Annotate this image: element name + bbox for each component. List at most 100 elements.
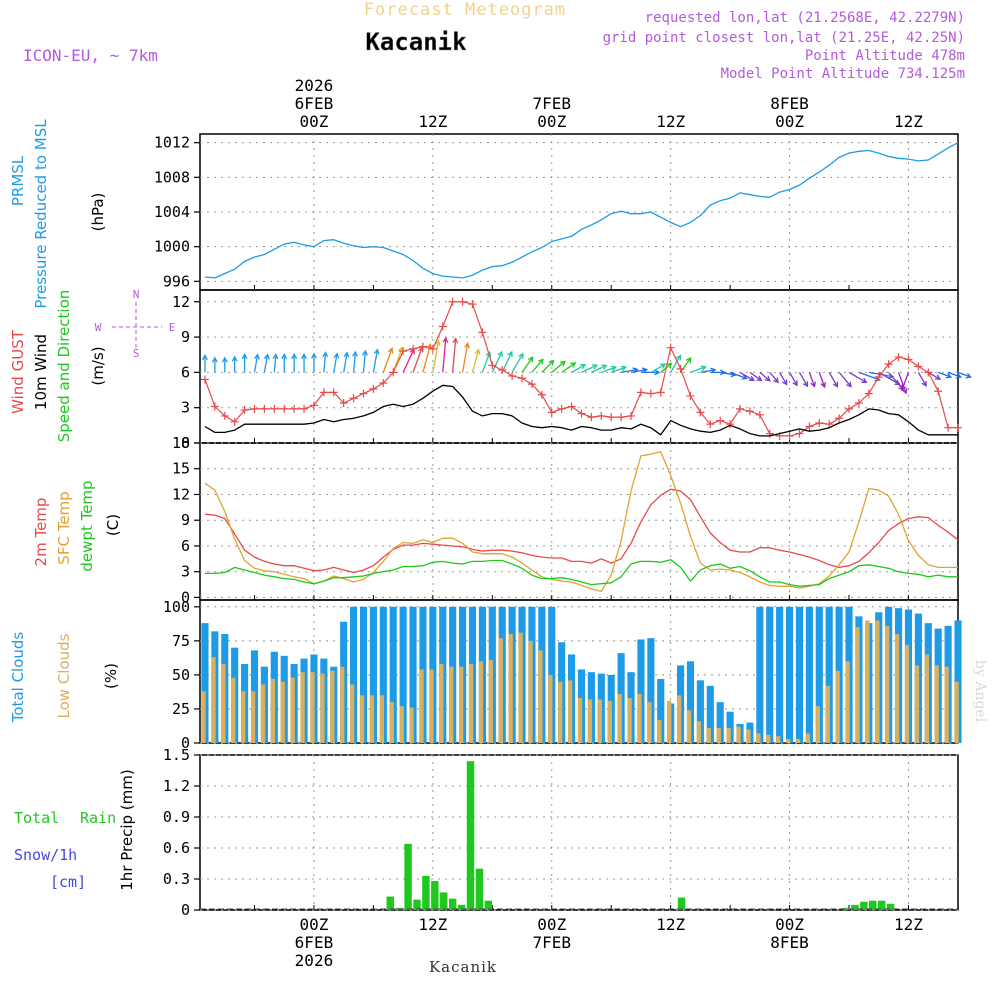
wind-arrowhead bbox=[685, 356, 692, 364]
low-cloud-bar bbox=[795, 738, 801, 743]
precip-bar bbox=[886, 903, 895, 910]
low-cloud-bar bbox=[805, 733, 811, 743]
footer-location: Kacanik bbox=[429, 958, 497, 976]
point-altitude: Point Altitude 478m bbox=[805, 48, 965, 64]
low-cloud-bar bbox=[508, 634, 513, 743]
wind-arrowhead bbox=[965, 372, 972, 379]
wind-arrowhead bbox=[601, 364, 608, 370]
wind-arrowhead bbox=[955, 372, 963, 379]
precip-bar bbox=[475, 868, 484, 910]
gust-marker bbox=[369, 384, 378, 393]
precip-bar bbox=[431, 881, 439, 910]
wind-arrowhead bbox=[570, 362, 577, 368]
model-label: ICON-EU, ~ 7km bbox=[23, 46, 158, 65]
bottom-time-label: 12Z bbox=[418, 915, 447, 934]
gust-marker bbox=[518, 374, 527, 383]
precip-bar bbox=[440, 892, 448, 910]
compass-n: N bbox=[133, 288, 140, 301]
wind-arrowhead bbox=[810, 381, 816, 388]
gust-marker bbox=[954, 423, 962, 432]
low-cloud-bar bbox=[875, 620, 880, 743]
gust-marker bbox=[785, 431, 794, 440]
low-cloud-bar bbox=[310, 672, 315, 743]
wind-label-speed-dir: Speed and Direction bbox=[55, 290, 73, 443]
wind-arrowhead bbox=[610, 365, 618, 372]
wind-arrowhead bbox=[591, 364, 599, 370]
wind-ytick-label: 0 bbox=[181, 434, 190, 452]
bottom-time-label: 2026 bbox=[295, 951, 334, 970]
temp-ytick-label: 12 bbox=[172, 485, 190, 503]
precip-bar bbox=[386, 896, 394, 910]
gust-marker bbox=[944, 423, 953, 432]
total-cloud-bar bbox=[359, 606, 368, 743]
watermark-title: Forecast Meteogram bbox=[364, 0, 566, 20]
wind-arrow bbox=[720, 371, 736, 376]
model-altitude: Model Point Altitude 734.125m bbox=[721, 66, 965, 82]
wind-arrow bbox=[432, 340, 440, 373]
precip-ytick-label: 0.3 bbox=[163, 870, 190, 888]
wind-arrowhead bbox=[802, 381, 809, 388]
wind-arrowhead bbox=[452, 337, 459, 344]
low-cloud-bar bbox=[568, 680, 573, 743]
gust-marker bbox=[696, 408, 705, 417]
temp-ytick-label: 15 bbox=[172, 460, 190, 478]
wind-arrow bbox=[620, 368, 638, 374]
low-cloud-bar bbox=[855, 627, 860, 743]
total-cloud-bar bbox=[686, 661, 695, 743]
clouds-ytick-label: 100 bbox=[163, 598, 190, 616]
wind-arrow bbox=[531, 358, 544, 373]
gust-marker bbox=[458, 297, 467, 306]
precip-ytick-label: 0 bbox=[181, 901, 190, 919]
low-cloud-bar bbox=[459, 666, 464, 743]
temp-ytick-label: 18 bbox=[172, 434, 190, 452]
wind-arrowhead bbox=[518, 352, 524, 359]
bottom-time-label: 00Z bbox=[775, 915, 804, 934]
wind-arrowhead bbox=[934, 374, 942, 380]
gust-marker bbox=[220, 411, 229, 420]
gust-marker bbox=[726, 420, 735, 429]
gust-marker bbox=[666, 343, 675, 352]
total-cloud-bar bbox=[647, 638, 655, 743]
temp-ytick-label: 3 bbox=[181, 563, 190, 581]
wind-arrowhead bbox=[756, 375, 763, 382]
wind-arrow bbox=[779, 372, 788, 385]
gust-marker bbox=[300, 404, 309, 413]
grid-point-coords: grid point closest lon,lat (21.25E, 42.2… bbox=[603, 30, 965, 46]
top-time-label: 2026 bbox=[295, 76, 334, 95]
top-time-label: 7FEB bbox=[532, 94, 571, 113]
low-cloud-bar bbox=[548, 674, 553, 743]
wind-arrowhead bbox=[666, 362, 673, 369]
low-cloud-bar bbox=[300, 672, 305, 743]
low-cloud-bar bbox=[617, 693, 622, 743]
top-time-label: 12Z bbox=[894, 112, 923, 131]
wind-arrow bbox=[501, 351, 513, 373]
wind-arrow bbox=[858, 371, 880, 381]
gust-marker bbox=[577, 409, 586, 418]
wind-label-gust: Wind GUST bbox=[9, 329, 27, 414]
low-cloud-bar bbox=[766, 734, 771, 743]
low-cloud-bar bbox=[597, 699, 603, 743]
temp-ytick-label: 0 bbox=[181, 588, 190, 606]
wind-arrow bbox=[650, 363, 666, 373]
gust-marker bbox=[547, 408, 556, 417]
low-cloud-bar bbox=[478, 661, 484, 743]
requested-coords: requested lon,lat (21.2568E, 42.2279N) bbox=[645, 10, 965, 26]
total-cloud-bar bbox=[756, 606, 764, 743]
gust-marker bbox=[399, 347, 408, 356]
wind-arrowhead bbox=[660, 363, 667, 369]
total-cloud-bar bbox=[706, 685, 714, 743]
wind-arrow bbox=[888, 371, 904, 391]
clouds-ytick-label: 25 bbox=[172, 700, 190, 718]
pressure-line bbox=[204, 142, 959, 279]
gust-marker bbox=[835, 414, 844, 423]
wind-arrowhead bbox=[417, 346, 424, 353]
wind-arrow bbox=[818, 372, 826, 388]
clouds-label-low: Low Clouds bbox=[55, 633, 73, 718]
temp2m-line bbox=[204, 488, 959, 574]
wind-arrow bbox=[253, 354, 259, 373]
dewpt-line bbox=[205, 559, 958, 587]
gust-marker bbox=[468, 300, 477, 309]
low-cloud-bar bbox=[746, 729, 751, 743]
low-cloud-bar bbox=[647, 702, 652, 743]
wind-arrowhead bbox=[945, 372, 953, 379]
